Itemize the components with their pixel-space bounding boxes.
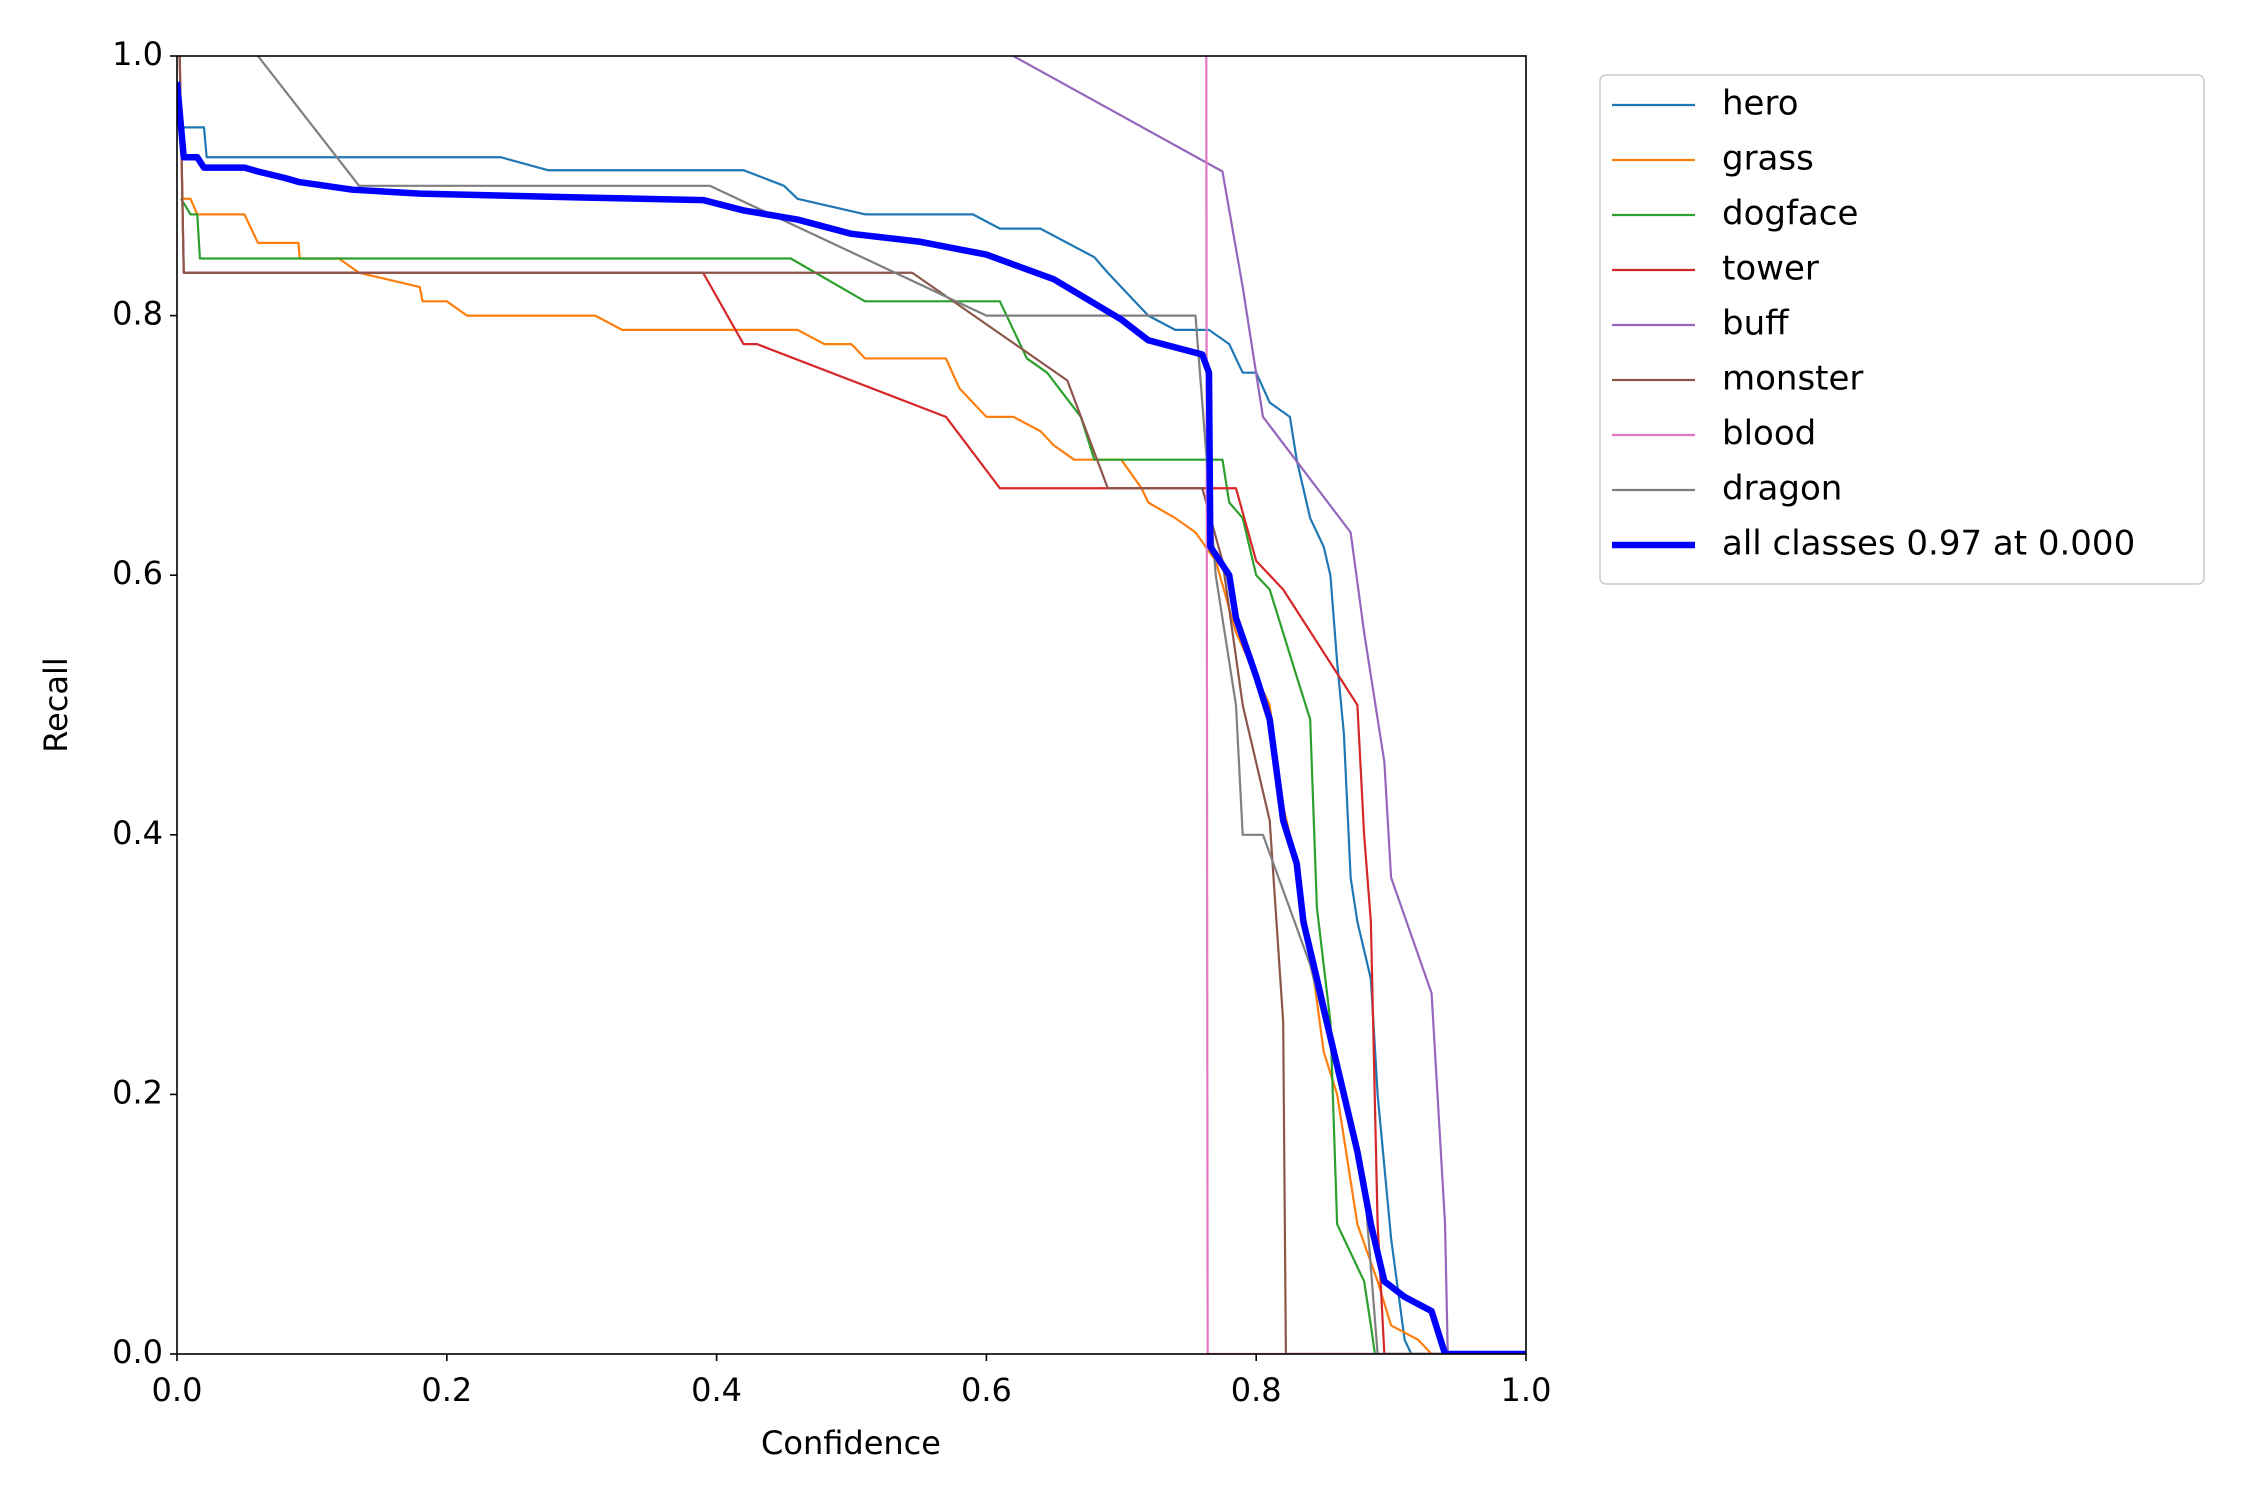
x-tick-label: 0.0 [152, 1371, 203, 1409]
x-tick-label: 1.0 [1501, 1371, 1552, 1409]
plot-frame [176, 55, 1527, 1355]
series-line [178, 56, 1526, 1354]
x-tick-label: 0.8 [1231, 1371, 1282, 1409]
x-axis-label: Confidence [761, 1424, 941, 1462]
legend: hero grass dogface tower buff monster blood dra… [1599, 74, 2205, 585]
legend-label: monster [1722, 359, 1863, 399]
legend-label: blood [1722, 414, 1816, 454]
y-tick-label: 0.6 [112, 554, 163, 592]
series-line [183, 126, 1526, 1354]
y-tick-label: 0.0 [112, 1333, 163, 1371]
x-tick-label: 0.4 [691, 1371, 742, 1409]
series-line [180, 198, 1526, 1354]
y-tick-label: 0.8 [112, 295, 163, 333]
y-tick-label: 0.2 [112, 1073, 163, 1111]
series-line [177, 81, 1526, 1354]
series-line [178, 56, 1526, 1354]
x-tick-label: 0.6 [961, 1371, 1012, 1409]
legend-label: all classes 0.97 at 0.000 [1722, 524, 2135, 564]
series-line [181, 197, 1526, 1354]
legend-label: dragon [1722, 469, 1842, 509]
y-tick-label: 0.4 [112, 814, 163, 852]
series-line [1205, 56, 1526, 1354]
y-tick-label: 1.0 [112, 35, 163, 73]
legend-label: grass [1722, 139, 1814, 179]
legend-label: dogface [1722, 194, 1858, 234]
legend-label: hero [1722, 84, 1799, 124]
x-tick-label: 0.2 [421, 1371, 472, 1409]
y-axis-label: Recall [37, 657, 75, 752]
legend-label: tower [1722, 249, 1819, 289]
plot-area [177, 56, 1526, 1354]
legend-box [1599, 74, 2205, 585]
legend-label: buff [1722, 304, 1790, 344]
series-line [1012, 56, 1526, 1354]
